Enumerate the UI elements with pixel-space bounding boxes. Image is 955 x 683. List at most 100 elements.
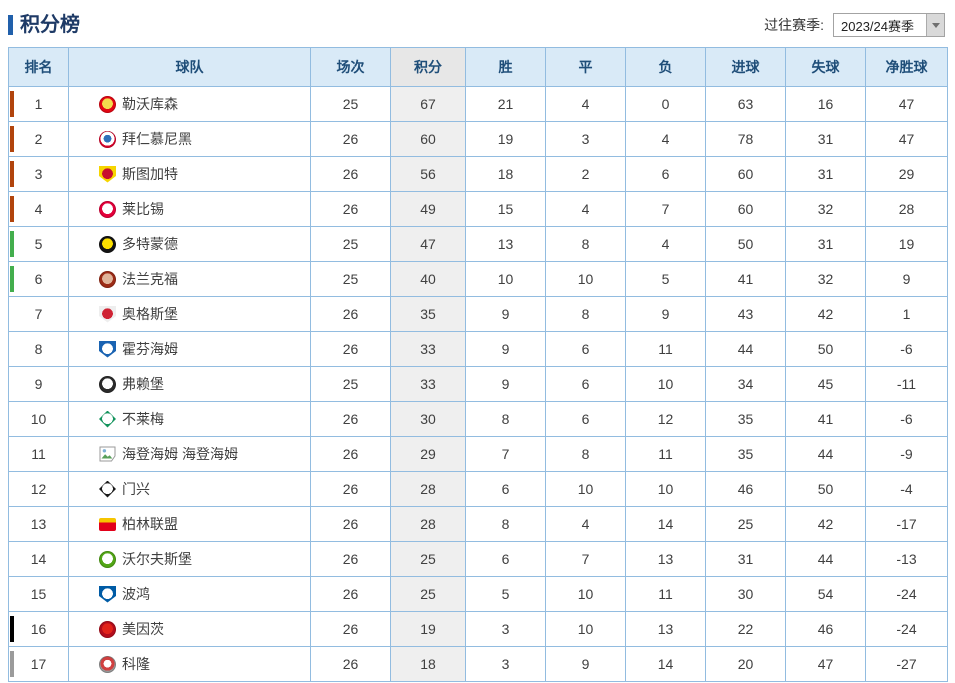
points-cell: 67 [390,86,466,122]
played-cell: 25 [310,366,391,402]
goals-for-cell: 31 [705,541,786,577]
goals-against-cell: 42 [785,296,866,332]
table-row: 1 勒沃库森 25 67 21 4 0 63 16 47 [8,86,948,122]
points-cell: 35 [390,296,466,332]
team-cell: 霍芬海姆 [68,331,311,367]
played-cell: 26 [310,191,391,227]
goals-for-cell: 25 [705,506,786,542]
team-cell: 法兰克福 [68,261,311,297]
goals-against-cell: 16 [785,86,866,122]
rank-cell: 1 [8,86,69,122]
team-logo [99,517,116,531]
team-name: 波鸿 [122,586,150,602]
team-cell: 拜仁慕尼黑 [68,121,311,157]
goal-diff-cell: -27 [865,646,948,682]
draws-cell: 4 [545,191,626,227]
team-name: 法兰克福 [122,271,178,287]
points-cell: 25 [390,576,466,612]
team-logo [99,410,116,428]
played-cell: 26 [310,541,391,577]
team-name: 海登海姆 [182,446,238,462]
losses-cell: 0 [625,86,706,122]
page-title-text: 积分榜 [20,14,80,36]
season-select-arrow-button[interactable] [926,14,944,36]
team-logo [99,165,116,183]
rank-zone-marker [10,651,14,677]
team-logo [99,340,116,358]
header-goal-diff: 净胜球 [865,47,948,87]
wins-cell: 15 [465,191,546,227]
losses-cell: 10 [625,366,706,402]
team-cell: 多特蒙德 [68,226,311,262]
team-logo [99,480,116,498]
team-name: 不莱梅 [122,411,164,427]
table-row: 13 柏林联盟 26 28 8 4 14 25 42 -17 [8,506,948,542]
rank-zone-marker [10,266,14,292]
played-cell: 26 [310,576,391,612]
rank-value: 14 [30,551,47,567]
team-name: 沃尔夫斯堡 [122,551,192,567]
rank-cell: 11 [8,436,69,472]
rank-value: 7 [34,306,43,322]
points-cell: 56 [390,156,466,192]
goals-against-cell: 31 [785,156,866,192]
table-row: 11 海登海姆 海登海姆 26 29 7 8 11 35 44 -9 [8,436,948,472]
goals-for-cell: 20 [705,646,786,682]
wins-cell: 6 [465,471,546,507]
goal-diff-cell: -17 [865,506,948,542]
goal-diff-cell: 1 [865,296,948,332]
team-logo [99,130,116,148]
season-select[interactable]: 2023/24赛季 [833,13,945,37]
goal-diff-cell: 47 [865,86,948,122]
wins-cell: 8 [465,506,546,542]
goals-against-cell: 46 [785,611,866,647]
rank-value: 16 [30,621,47,637]
rank-value: 10 [30,411,47,427]
losses-cell: 12 [625,401,706,437]
standings-table: 排名 球队 场次 积分 胜 平 负 进球 失球 净胜球 1 勒沃库森 25 67… [8,47,948,682]
points-cell: 19 [390,611,466,647]
draws-cell: 10 [545,471,626,507]
goal-diff-cell: -11 [865,366,948,402]
wins-cell: 6 [465,541,546,577]
draws-cell: 6 [545,366,626,402]
wins-cell: 3 [465,646,546,682]
losses-cell: 5 [625,261,706,297]
goals-against-cell: 50 [785,471,866,507]
goals-against-cell: 47 [785,646,866,682]
team-name: 奥格斯堡 [122,306,178,322]
wins-cell: 5 [465,576,546,612]
rank-zone-marker [10,196,14,222]
draws-cell: 10 [545,261,626,297]
rank-cell: 16 [8,611,69,647]
goal-diff-cell: 19 [865,226,948,262]
draws-cell: 10 [545,611,626,647]
team-cell: 波鸿 [68,576,311,612]
goal-diff-cell: -24 [865,576,948,612]
points-cell: 40 [390,261,466,297]
goal-diff-cell: 29 [865,156,948,192]
header-rank: 排名 [8,47,69,87]
rank-value: 1 [34,96,43,112]
draws-cell: 10 [545,576,626,612]
table-row: 16 美因茨 26 19 3 10 13 22 46 -24 [8,611,948,647]
goals-for-cell: 22 [705,611,786,647]
draws-cell: 3 [545,121,626,157]
team-name: 弗赖堡 [122,376,164,392]
table-row: 6 法兰克福 25 40 10 10 5 41 32 9 [8,261,948,297]
played-cell: 26 [310,156,391,192]
played-cell: 26 [310,436,391,472]
points-cell: 33 [390,366,466,402]
rank-zone-marker [10,161,14,187]
table-row: 15 波鸿 26 25 5 10 11 30 54 -24 [8,576,948,612]
losses-cell: 11 [625,576,706,612]
rank-cell: 8 [8,331,69,367]
goal-diff-cell: -13 [865,541,948,577]
goals-for-cell: 60 [705,191,786,227]
goal-diff-cell: 9 [865,261,948,297]
team-cell: 勒沃库森 [68,86,311,122]
goals-for-cell: 50 [705,226,786,262]
draws-cell: 8 [545,436,626,472]
rank-value: 3 [34,166,43,182]
goal-diff-cell: -24 [865,611,948,647]
